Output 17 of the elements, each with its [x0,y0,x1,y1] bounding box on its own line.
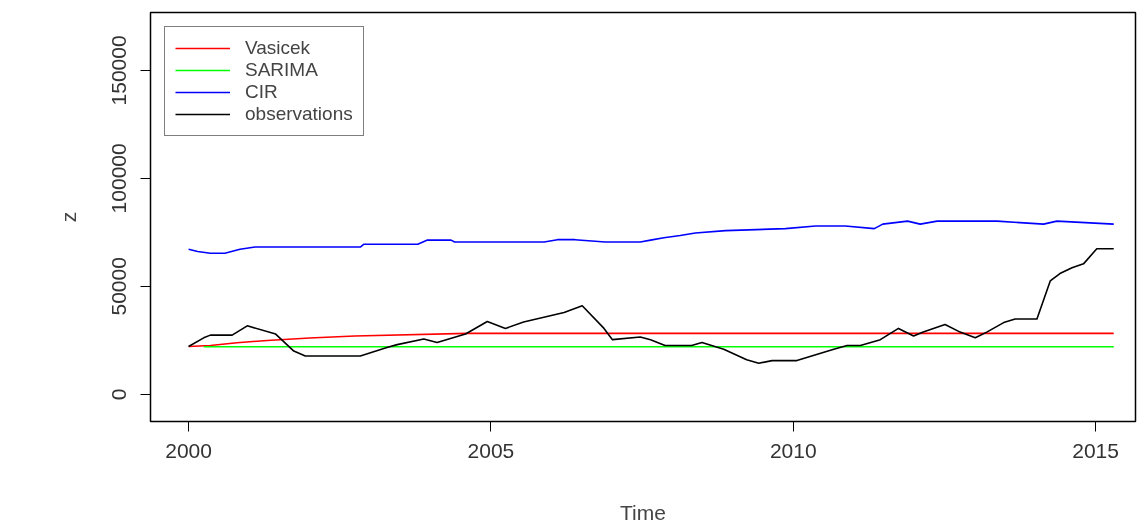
x-tick-label: 2010 [769,438,817,462]
y-tick-label: 0 [107,388,131,401]
legend-label: observations [245,103,353,125]
legend-label: Vasicek [245,37,311,59]
x-tick-label: 2005 [467,438,515,462]
y-axis-title: z [56,211,80,223]
legend-label: CIR [245,81,278,103]
x-tick-label: 2000 [165,438,212,462]
x-axis-title: Time [620,500,666,524]
y-tick-label: 50000 [107,257,131,316]
x-tick-label: 2015 [1072,438,1119,462]
y-tick-label: 100000 [107,143,131,214]
legend-label: SARIMA [245,59,318,81]
line-series [187,332,1115,348]
y-tick-label: 150000 [107,35,131,106]
line-series [187,220,1115,255]
line-series [187,247,1115,364]
